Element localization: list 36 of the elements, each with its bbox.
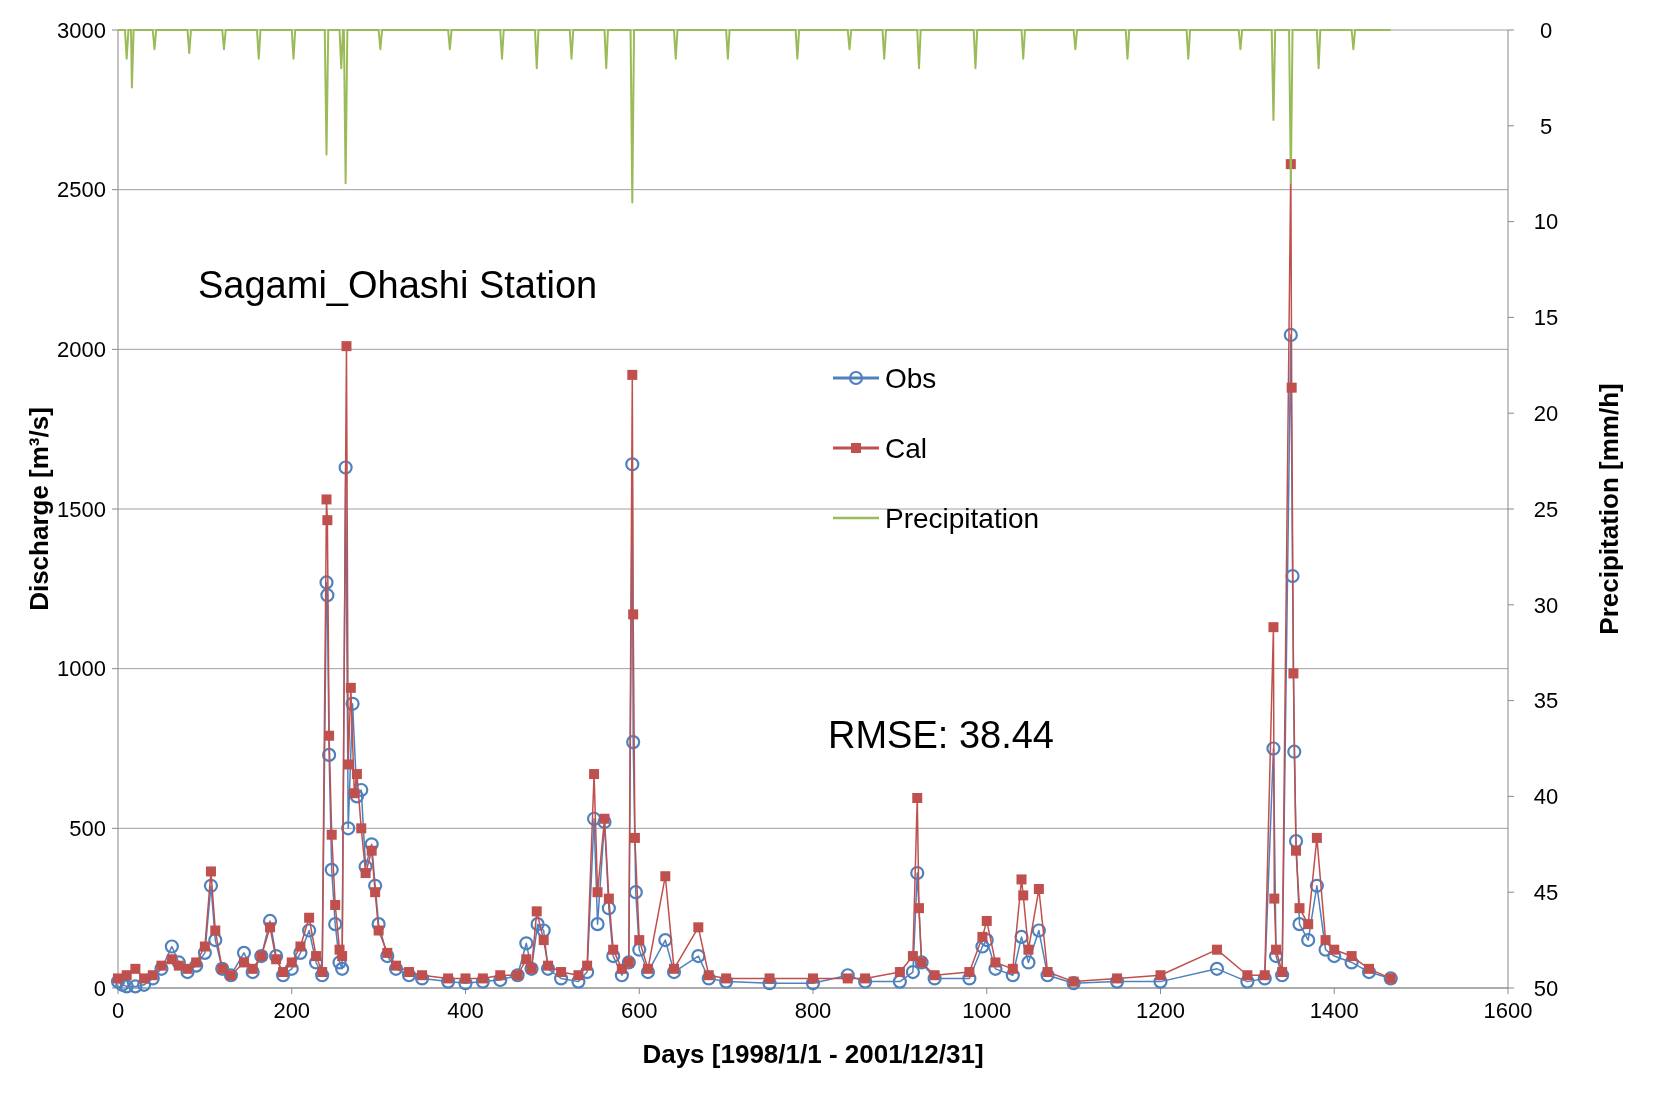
x-axis-title: Days [1998/1/1 - 2001/12/31]	[642, 1039, 984, 1069]
y-tick-label: 500	[69, 816, 106, 842]
line-series	[117, 29, 1392, 204]
x-tick-label: 600	[620, 998, 658, 1023]
annotation: RMSE: 38.44	[828, 714, 1054, 756]
x-tick-label: 400	[447, 998, 484, 1023]
y-tick-label: 1000	[57, 656, 106, 682]
x-tick-label: 200	[273, 998, 311, 1023]
x-tick-label: 1000	[962, 998, 1012, 1023]
x-tick-label: 1600	[1483, 998, 1533, 1023]
y-tick-label: 1500	[57, 496, 106, 522]
y2-tick-label: 35	[1533, 688, 1559, 714]
legend-label: Obs	[885, 362, 937, 394]
legend-label: Precipitation	[885, 502, 1040, 534]
legend-label: Cal	[885, 432, 928, 464]
y-tick-label: 3000	[57, 17, 106, 43]
y-tick-label: 0	[93, 975, 106, 1001]
x-tick-label: 800	[794, 998, 832, 1023]
y2-tick-label: 30	[1533, 592, 1559, 618]
y-tick-label: 2500	[57, 177, 106, 203]
y2-axis-title: Precipitation [mm/h]	[1594, 383, 1624, 635]
y-tick-label: 2000	[57, 337, 106, 363]
y2-tick-label: 25	[1533, 496, 1559, 522]
y-axis-title: Discharge [m³/s]	[24, 407, 54, 611]
y2-tick-label: 50	[1533, 975, 1559, 1001]
y2-tick-label: 40	[1533, 784, 1559, 810]
y2-tick-label: 15	[1533, 305, 1559, 331]
annotation: Sagami_Ohashi Station	[198, 264, 598, 306]
x-tick-label: 1400	[1309, 998, 1359, 1023]
y2-tick-label: 20	[1533, 400, 1559, 426]
y2-tick-label: 10	[1533, 209, 1559, 235]
y2-tick-label: 45	[1533, 879, 1559, 905]
y2-tick-label: 5	[1539, 113, 1553, 139]
x-tick-label: 1200	[1136, 998, 1185, 1023]
y2-tick-label: 0	[1539, 17, 1553, 43]
x-tick-label: 0	[111, 998, 125, 1023]
